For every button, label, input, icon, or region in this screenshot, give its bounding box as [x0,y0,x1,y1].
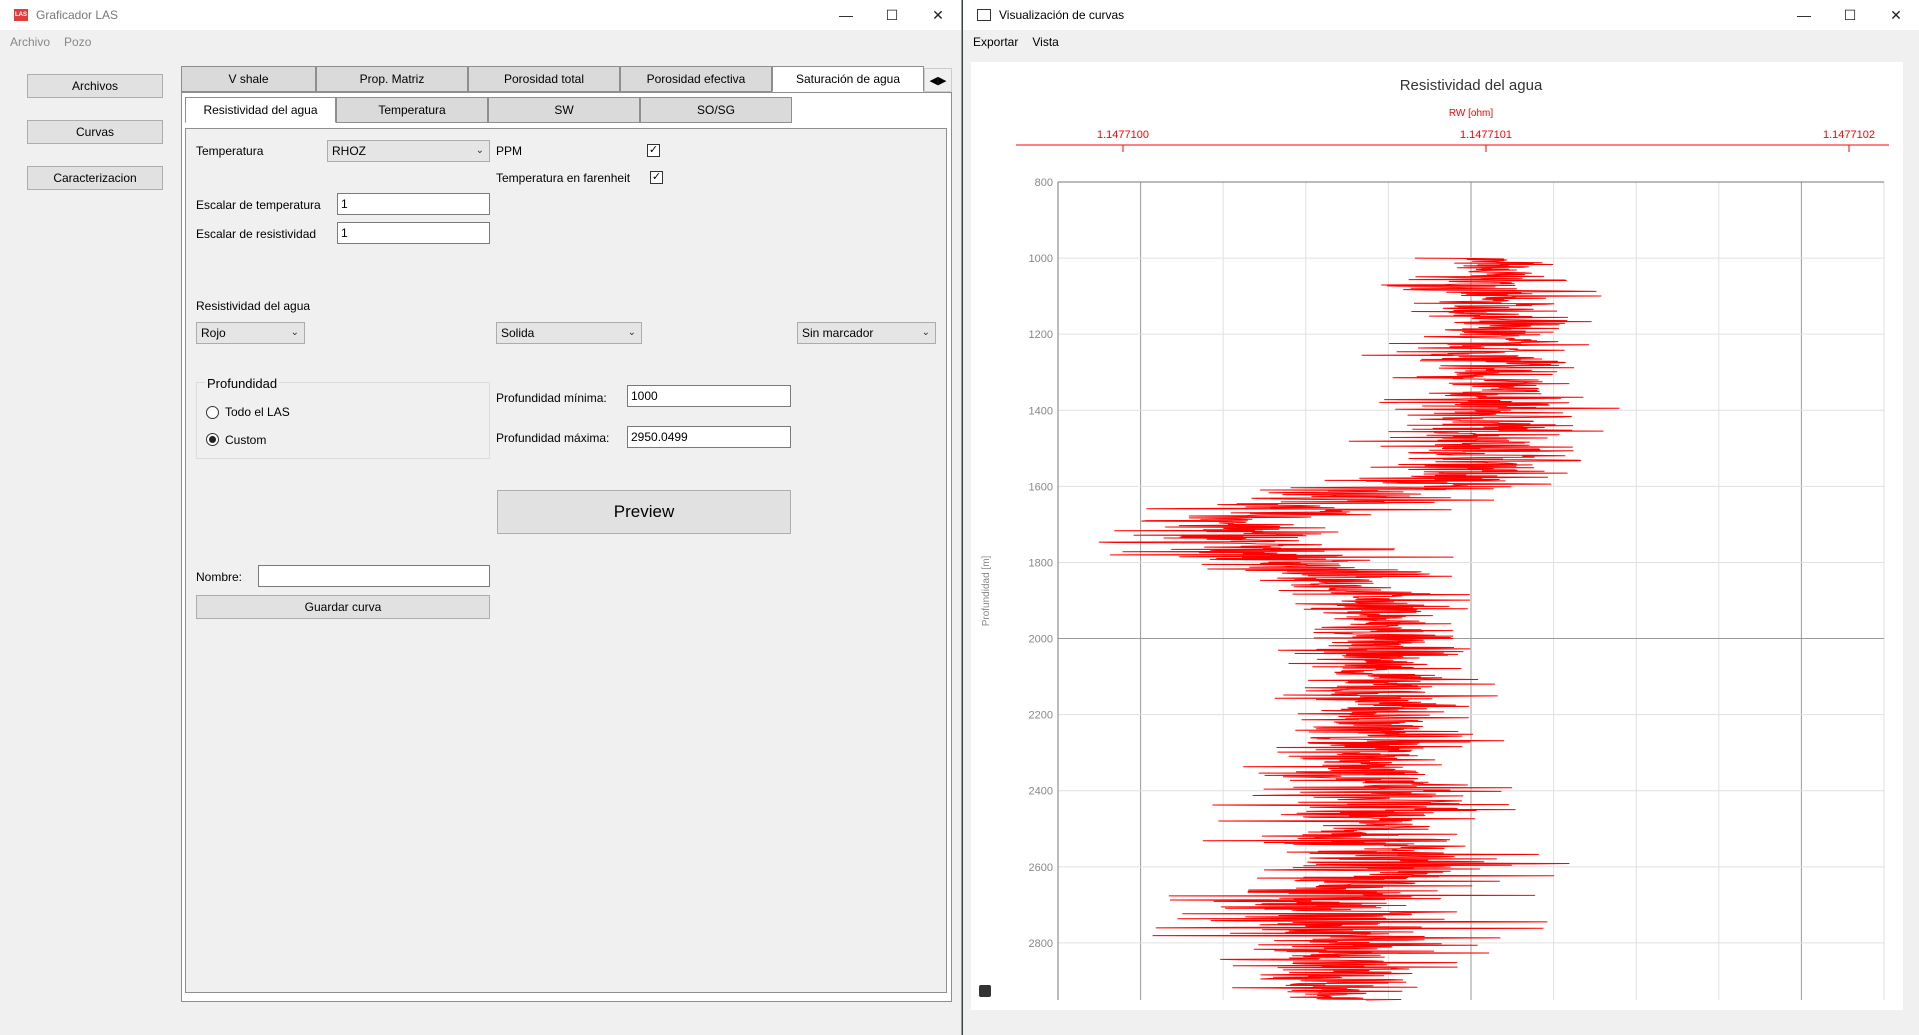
close-button[interactable]: ✕ [1890,6,1902,23]
minimize-button[interactable]: — [1797,7,1811,23]
color-select-value: Rojo [201,326,226,340]
y-tick-label: 1400 [1029,405,1053,417]
color-select[interactable]: Rojo ⌄ [196,322,305,344]
auto-range-icon [979,985,991,997]
radio-todo-label: Todo el LAS [225,405,290,419]
subtab-pane [185,128,947,993]
prof-max-input[interactable]: 2950.0499 [627,426,791,448]
title-bar: LAS Graficador LAS — ☐ ✕ [0,0,961,30]
chart-menu-bar: Exportar Vista [963,30,1919,54]
tab-scroll-arrows[interactable]: ◀▶ [924,68,952,92]
resistividad-label: Resistividad del agua [196,299,311,313]
marker-select-value: Sin marcador [802,326,874,340]
farenheit-label: Temperatura en farenheit [496,171,631,185]
ppm-checkbox[interactable]: ✓ [647,144,660,157]
temperatura-select-value: RHOZ [332,144,366,158]
window-title: Graficador LAS [36,8,119,22]
chart-area: Resistividad del agua RW [ohm] 1.1477100 1.… [971,62,1903,1010]
chart-title: Resistividad del agua [1400,77,1543,94]
tab-vshale[interactable]: V shale [181,66,316,92]
radio-todo-las[interactable] [206,406,219,419]
profundidad-group-label: Profundidad [205,376,280,391]
x-tick-label: 1.1477100 [1097,129,1149,141]
tab-porosidad-total[interactable]: Porosidad total [468,66,620,92]
temperatura-select[interactable]: RHOZ ⌄ [327,140,490,162]
curvas-button[interactable]: Curvas [27,120,163,144]
subtab-sw[interactable]: SW [488,97,640,123]
tab-saturacion-agua[interactable]: Saturación de agua [772,66,924,92]
main-window: LAS Graficador LAS — ☐ ✕ Archivo Pozo Ar… [0,0,962,1035]
app-logo-icon: LAS [14,9,28,21]
maximize-button[interactable]: ☐ [1843,6,1857,23]
y-tick-label: 2600 [1029,862,1053,874]
prof-min-label: Profundidad mínima: [496,391,607,405]
chevron-down-icon: ⌄ [290,327,299,338]
menu-pozo[interactable]: Pozo [64,35,92,49]
rw-series-line [1098,257,1620,1001]
tab-prop-matriz[interactable]: Prop. Matriz [316,66,468,92]
subtab-so-sg[interactable]: SO/SG [640,97,792,123]
marker-select[interactable]: Sin marcador ⌄ [797,322,936,344]
vertical-scrollbar[interactable] [1903,54,1919,1014]
temperatura-label: Temperatura [196,144,264,158]
x-axis-label: RW [ohm] [1449,108,1493,119]
y-tick-label: 1600 [1029,481,1053,493]
line-style-select-value: Solida [501,326,535,340]
chart-window: Visualización de curvas — ☐ ✕ Exportar V… [963,0,1919,1035]
window-icon [977,9,991,21]
nombre-label: Nombre: [196,570,243,584]
menu-bar: Archivo Pozo [0,30,961,54]
chart-window-title: Visualización de curvas [999,8,1125,22]
maximize-button[interactable]: ☐ [885,6,899,23]
escalar-temp-input[interactable]: 1 [337,193,490,215]
chevron-down-icon: ⌄ [627,327,636,338]
archivos-button[interactable]: Archivos [27,74,163,98]
caracterizacion-button[interactable]: Caracterizacion [27,166,163,190]
close-button[interactable]: ✕ [932,6,944,23]
subtab-temperatura[interactable]: Temperatura [336,97,488,123]
y-tick-label: 2800 [1029,938,1053,950]
minimize-button[interactable]: — [839,7,853,23]
escalar-res-input[interactable]: 1 [337,222,490,244]
escalar-res-label: Escalar de resistividad [196,227,317,241]
radio-custom-label: Custom [225,433,267,447]
escalar-temp-label: Escalar de temperatura [196,198,321,212]
menu-archivo[interactable]: Archivo [10,35,51,49]
y-tick-label: 800 [1035,177,1053,189]
y-tick-label: 1800 [1029,557,1053,569]
rw-chart: Resistividad del agua RW [ohm] 1.1477100 1.… [979,77,1889,1001]
tab-porosidad-efectiva[interactable]: Porosidad efectiva [620,66,772,92]
profundidad-group [196,382,490,459]
y-tick-label: 1000 [1029,253,1053,265]
y-axis-label: Profundidad [m] [981,555,992,626]
horizontal-scrollbar[interactable] [963,1019,1919,1035]
nombre-input[interactable] [258,565,490,587]
menu-vista[interactable]: Vista [1032,35,1059,49]
y-tick-label: 2400 [1029,786,1053,798]
x-tick-label: 1.1477102 [1823,129,1875,141]
radio-custom[interactable] [206,433,219,446]
prof-max-label: Profundidad máxima: [496,431,610,445]
chevron-down-icon: ⌄ [921,327,930,338]
menu-exportar[interactable]: Exportar [973,35,1019,49]
subtab-resistividad[interactable]: Resistividad del agua [185,97,336,123]
chevron-down-icon: ⌄ [475,145,484,156]
guardar-curva-button[interactable]: Guardar curva [196,595,490,619]
ppm-label: PPM [496,144,523,158]
y-tick-label: 2200 [1029,710,1053,722]
y-tick-label: 2000 [1029,634,1053,646]
y-tick-label: 1200 [1029,329,1053,341]
x-tick-label: 1.1477101 [1460,129,1512,141]
preview-button[interactable]: Preview [497,490,791,534]
chart-title-bar: Visualización de curvas — ☐ ✕ [963,0,1919,30]
farenheit-checkbox[interactable]: ✓ [650,171,663,184]
line-style-select[interactable]: Solida ⌄ [496,322,642,344]
prof-min-input[interactable]: 1000 [627,385,791,407]
